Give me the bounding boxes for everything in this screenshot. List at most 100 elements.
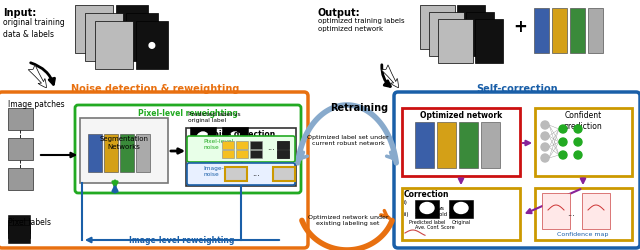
Text: Ave. Conf. Score: Ave. Conf. Score	[415, 225, 454, 230]
Bar	[582, 193, 610, 229]
Bar	[570, 8, 585, 53]
FancyBboxPatch shape	[187, 136, 295, 162]
Text: > Threshold ?: > Threshold ?	[415, 212, 451, 217]
Bar	[75, 5, 113, 53]
Circle shape	[559, 138, 567, 146]
Text: ⬤: ⬤	[128, 26, 136, 32]
Bar	[438, 19, 473, 63]
Text: Correction: Correction	[404, 190, 449, 199]
Bar	[136, 21, 168, 69]
Bar	[534, 8, 549, 53]
Bar	[250, 141, 262, 149]
Text: Image-level reweighting: Image-level reweighting	[129, 236, 235, 245]
Bar	[415, 122, 434, 168]
Text: vs: vs	[438, 206, 445, 210]
Bar	[225, 167, 247, 181]
Text: ...: ...	[252, 168, 260, 177]
Bar	[475, 19, 503, 63]
Text: Predicted label: Predicted label	[409, 220, 445, 225]
Bar	[402, 188, 520, 240]
Text: Optimized network under
existing labeling set: Optimized network under existing labelin…	[308, 215, 388, 226]
Bar	[535, 108, 632, 176]
Circle shape	[574, 125, 582, 133]
Circle shape	[559, 125, 567, 133]
Bar	[481, 122, 500, 168]
Bar	[120, 134, 134, 172]
Ellipse shape	[228, 132, 242, 150]
Text: Image patches: Image patches	[8, 100, 65, 109]
Text: Retraining: Retraining	[330, 103, 388, 113]
Circle shape	[574, 151, 582, 159]
Bar	[136, 134, 150, 172]
Bar	[552, 8, 567, 53]
Text: Input:: Input:	[3, 8, 36, 18]
Text: Pixel labels: Pixel labels	[8, 218, 51, 227]
Bar	[80, 118, 168, 183]
Text: Pixel-level reweighting: Pixel-level reweighting	[138, 109, 238, 118]
Bar	[277, 150, 289, 158]
Bar	[277, 141, 289, 149]
FancyBboxPatch shape	[75, 105, 301, 193]
Bar	[222, 141, 234, 149]
Text: Noise detection & reweighting: Noise detection & reweighting	[71, 84, 239, 94]
Bar	[8, 215, 30, 233]
Bar	[104, 134, 118, 172]
Circle shape	[559, 151, 567, 159]
Text: ⬤: ⬤	[138, 34, 146, 40]
Circle shape	[574, 138, 582, 146]
Bar	[277, 141, 289, 149]
Bar	[542, 193, 570, 229]
Bar	[186, 128, 296, 186]
Bar	[273, 167, 295, 181]
Text: Noise detection: Noise detection	[207, 130, 275, 139]
FancyBboxPatch shape	[394, 92, 640, 248]
Circle shape	[541, 132, 549, 140]
Bar	[190, 127, 216, 157]
Text: Output:: Output:	[318, 8, 360, 18]
Text: optimized training labels
optimized network: optimized training labels optimized netw…	[318, 18, 404, 32]
Bar	[8, 138, 33, 160]
Text: original training
data & labels: original training data & labels	[3, 18, 65, 39]
Text: Confident
prediction: Confident prediction	[564, 111, 602, 131]
FancyBboxPatch shape	[0, 92, 308, 248]
Text: ⬤: ⬤	[148, 42, 156, 48]
Bar	[95, 21, 133, 69]
Text: Original: Original	[451, 220, 470, 225]
Text: Optimized network: Optimized network	[420, 111, 502, 120]
Ellipse shape	[454, 202, 468, 213]
Text: Predicted label vs
original label: Predicted label vs original label	[188, 112, 241, 123]
Bar	[449, 200, 473, 218]
Text: ii): ii)	[404, 212, 410, 217]
Bar	[429, 12, 464, 56]
Bar	[8, 225, 30, 243]
Bar	[535, 188, 632, 240]
Ellipse shape	[420, 202, 434, 213]
Bar	[236, 150, 248, 158]
Circle shape	[541, 121, 549, 129]
Text: i): i)	[404, 200, 408, 205]
Bar	[415, 200, 439, 218]
Text: Image-level
noise: Image-level noise	[203, 166, 238, 177]
Bar	[402, 108, 520, 176]
Text: Confidence map: Confidence map	[557, 232, 609, 237]
Text: Self-correction: Self-correction	[476, 84, 558, 94]
Bar	[466, 12, 494, 56]
Bar	[222, 127, 248, 157]
Bar	[222, 150, 234, 158]
Bar	[126, 13, 158, 61]
Bar	[85, 13, 123, 61]
Text: Segmentation
Networks: Segmentation Networks	[99, 136, 148, 150]
Bar	[459, 122, 478, 168]
Bar	[457, 5, 485, 49]
Bar	[88, 134, 102, 172]
Bar	[236, 141, 248, 149]
Bar	[437, 122, 456, 168]
Bar	[588, 8, 603, 53]
Ellipse shape	[196, 132, 210, 150]
Circle shape	[541, 154, 549, 162]
Bar	[250, 150, 262, 158]
Bar	[116, 5, 148, 53]
Text: Optimized label set under
current robust network: Optimized label set under current robust…	[307, 135, 389, 146]
Text: ...: ...	[267, 142, 275, 152]
Bar	[420, 5, 455, 49]
